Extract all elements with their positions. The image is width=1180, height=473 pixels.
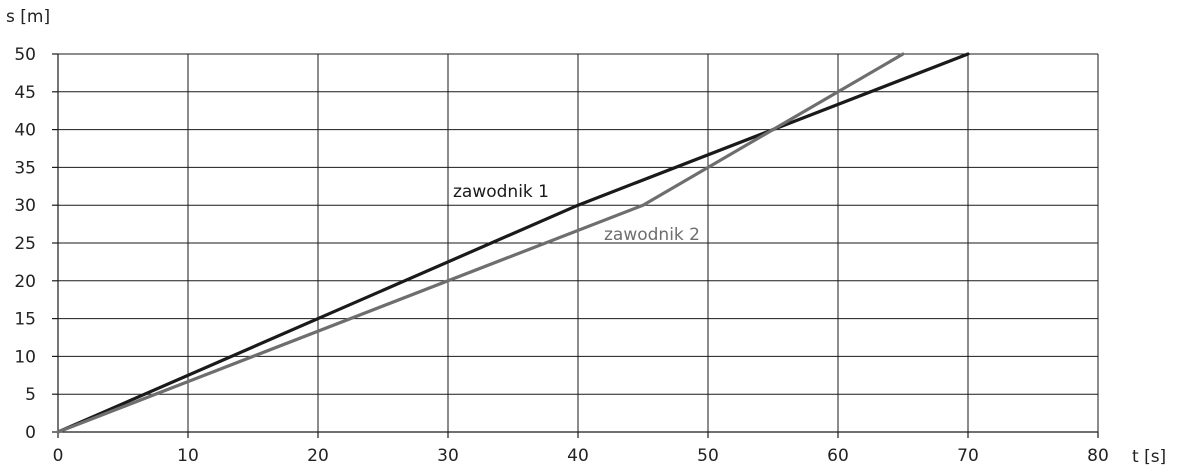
tick-label-y-5: 5 bbox=[25, 385, 36, 405]
tick-label-y-0: 0 bbox=[25, 423, 36, 443]
tick-label-y-15: 15 bbox=[14, 310, 36, 330]
tick-label-x-30: 30 bbox=[437, 446, 459, 466]
series-label-zawodnik-1: zawodnik 1 bbox=[453, 182, 549, 202]
tick-label-x-60: 60 bbox=[827, 446, 849, 466]
tick-label-x-0: 0 bbox=[53, 446, 64, 466]
tick-label-x-40: 40 bbox=[567, 446, 589, 466]
y-axis-label: s [m] bbox=[6, 7, 50, 27]
tick-label-y-40: 40 bbox=[14, 121, 36, 141]
tick-label-y-45: 45 bbox=[14, 83, 36, 103]
series-line-2 bbox=[56, 52, 905, 434]
tick-label-x-20: 20 bbox=[307, 446, 329, 466]
grid bbox=[58, 53, 1099, 432]
tick-label-y-30: 30 bbox=[14, 196, 36, 216]
tick-label-y-25: 25 bbox=[14, 234, 36, 254]
tick-label-y-20: 20 bbox=[14, 272, 36, 292]
labels: s [m] t [s] zawodnik 1 zawodnik 2 bbox=[6, 7, 1166, 467]
tick-label-x-50: 50 bbox=[697, 446, 719, 466]
series-label-zawodnik-2: zawodnik 2 bbox=[604, 225, 700, 245]
tick-label-x-10: 10 bbox=[177, 446, 199, 466]
axis-ticks: 0 5 10 15 20 25 30 35 40 45 50 0 10 20 30 40 50 60 70 80 bbox=[14, 45, 1108, 466]
tick-label-x-80: 80 bbox=[1087, 446, 1109, 466]
tick-label-y-10: 10 bbox=[14, 347, 36, 367]
series-line-1 bbox=[56, 52, 970, 434]
tick-label-y-35: 35 bbox=[14, 158, 36, 178]
tick-label-x-70: 70 bbox=[957, 446, 979, 466]
x-axis-label: t [s] bbox=[1132, 447, 1166, 467]
series-lines bbox=[56, 52, 970, 434]
tick-label-y-50: 50 bbox=[14, 45, 36, 65]
